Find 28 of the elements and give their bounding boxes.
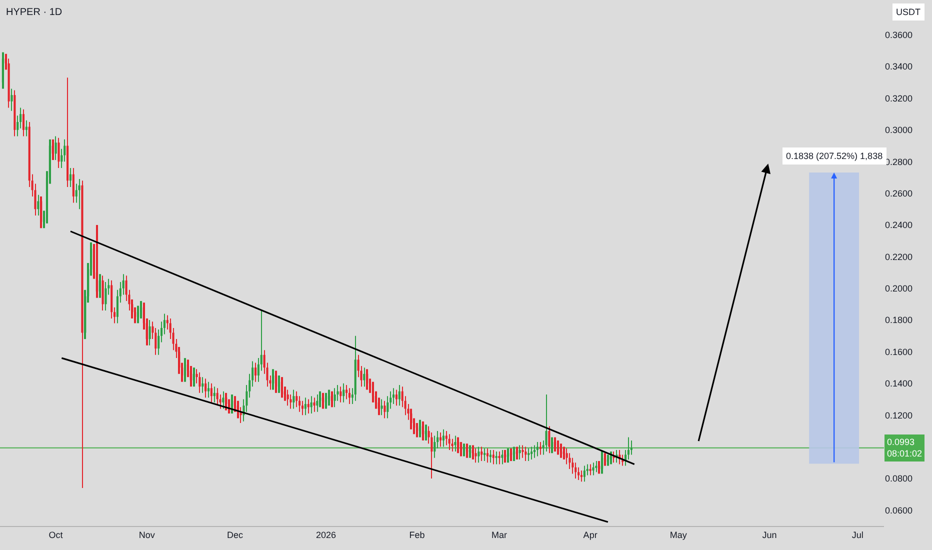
ref-line-label: 0.0993 08:01:02 <box>887 437 922 459</box>
x-tick-label: 2026 <box>316 530 336 540</box>
annotation: 0.1838 (207.52%) 1,838 <box>786 151 883 161</box>
y-tick-label: 0.0600 <box>885 505 913 516</box>
y-axis-title: USDT <box>896 7 921 17</box>
y-tick-label: 0.3000 <box>885 125 913 136</box>
y-tick-label: 0.3400 <box>885 62 913 72</box>
x-tick-label: May <box>670 530 688 540</box>
text: HYPER · 1D <box>6 7 62 18</box>
y-tick-label: 0.3200 <box>885 93 913 104</box>
y-tick-label: 0.0800 <box>885 474 913 484</box>
y-tick-label: 0.1200 <box>885 410 913 420</box>
x-tick-label: Apr <box>583 530 598 540</box>
x-tick-label: Mar <box>492 530 508 540</box>
x-tick-label: Feb <box>409 530 425 540</box>
x-tick-label: Dec <box>226 530 244 540</box>
y-tick-label: 0.2200 <box>885 252 913 262</box>
y-tick-label: 0.2600 <box>885 188 913 198</box>
x-tick-label: Oct <box>48 530 64 540</box>
y-tick-label: 0.2400 <box>885 220 913 230</box>
y-tick-label: 0.2000 <box>885 284 913 294</box>
x-tick-label: Jun <box>762 530 777 540</box>
y-tick-label: 0.1400 <box>885 378 913 389</box>
y-tick-label: 0.1600 <box>885 346 913 357</box>
x-tick-label: Nov <box>138 530 156 540</box>
y-tick-label: 0.3600 <box>885 30 913 40</box>
y-tick-label: 0.1800 <box>885 315 913 326</box>
x-tick-label: Jul <box>852 530 864 540</box>
